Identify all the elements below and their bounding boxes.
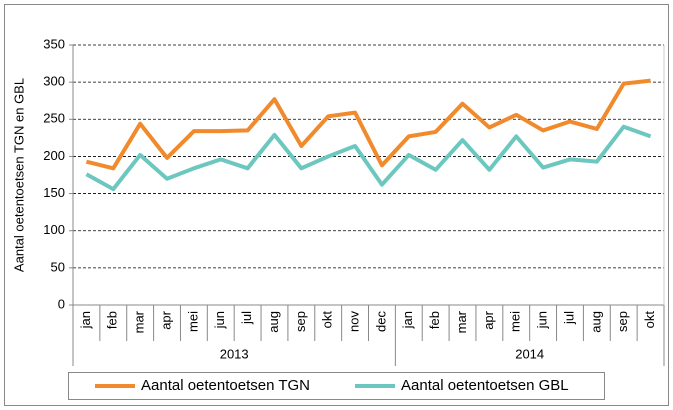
y-tick-label: 50: [51, 259, 65, 274]
x-tick-label: mei: [508, 311, 523, 332]
x-tick-label: mar: [454, 310, 469, 333]
x-tick-label: apr: [158, 310, 173, 329]
y-tick-label: 250: [43, 111, 65, 126]
group-label: 2014: [515, 346, 544, 361]
y-tick-label: 200: [43, 148, 65, 163]
x-tick-label: feb: [105, 311, 120, 329]
y-axis-label: Aantal oetentoetsen TGN en GBL: [11, 78, 26, 272]
x-tick-label: apr: [481, 310, 496, 329]
y-tick-label: 350: [43, 36, 65, 51]
x-tick-label: nov: [347, 311, 362, 332]
x-tick-label: jul: [561, 311, 576, 325]
x-tick-label: aug: [266, 311, 281, 333]
y-tick-label: 300: [43, 74, 65, 89]
y-tick-label: 100: [43, 222, 65, 237]
legend: [68, 372, 605, 400]
x-tick-label: mar: [132, 310, 147, 333]
y-tick-label: 150: [43, 185, 65, 200]
legend-label: Aantal oetentoetsen TGN: [141, 377, 310, 394]
y-tick-label: 0: [58, 296, 65, 311]
chart-frame: [4, 4, 669, 406]
group-label: 2013: [220, 346, 249, 361]
x-tick-label: sep: [615, 311, 630, 332]
x-tick-label: jul: [239, 311, 254, 325]
x-tick-label: jan: [78, 311, 93, 329]
x-tick-label: jun: [212, 311, 227, 329]
x-tick-label: mei: [185, 311, 200, 332]
x-tick-label: aug: [588, 311, 603, 333]
x-tick-label: jun: [535, 311, 550, 329]
x-tick-label: dec: [373, 311, 388, 332]
x-tick-label: okt: [320, 311, 335, 329]
series-line: [85, 124, 652, 192]
x-tick-label: sep: [293, 311, 308, 332]
series-line: [85, 78, 651, 171]
x-tick-label: jan: [400, 311, 415, 329]
x-tick-label: okt: [642, 311, 657, 329]
legend-label: Aantal oetentoetsen GBL: [401, 377, 569, 394]
x-tick-label: feb: [427, 311, 442, 329]
